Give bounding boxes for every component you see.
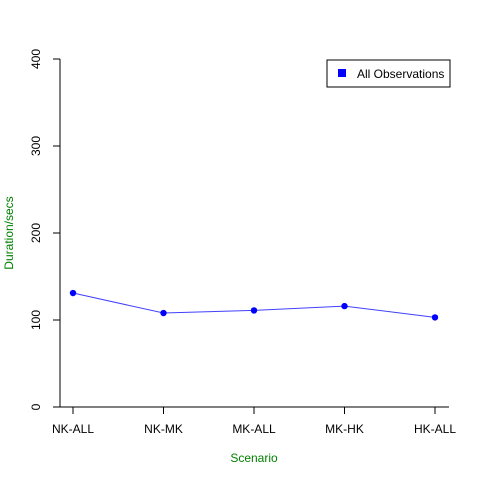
legend-box (326, 59, 451, 88)
y-tick-label: 100 (29, 310, 43, 330)
legend-label: All Observations (357, 67, 444, 81)
legend: All Observations (326, 59, 451, 88)
x-tick-label: NK-MK (144, 422, 183, 436)
data-point (160, 309, 167, 317)
axes: 0 100 200 300 400 NK-ALL NK-MK MK-ALL MK-HK HK-AL… (29, 49, 456, 436)
x-tick-label: MK-ALL (232, 422, 276, 436)
x-axis-title: Scenario (230, 451, 278, 465)
series-line (72, 292, 436, 318)
y-axis-title: Duration/secs (2, 196, 16, 269)
x-tick-label: HK-ALL (414, 422, 456, 436)
x-tick-label: NK-ALL (52, 422, 94, 436)
y-tick-label: 0 (29, 403, 43, 410)
data-point (69, 289, 77, 297)
data-point (341, 302, 348, 310)
y-tick-label: 300 (29, 136, 43, 156)
y-tick-label: 400 (29, 49, 43, 69)
x-tick-label: MK-HK (325, 422, 364, 436)
data-point (431, 314, 439, 321)
series-group (69, 289, 439, 321)
legend-swatch (338, 69, 346, 77)
data-point (250, 307, 258, 314)
y-tick-label: 200 (29, 223, 43, 243)
